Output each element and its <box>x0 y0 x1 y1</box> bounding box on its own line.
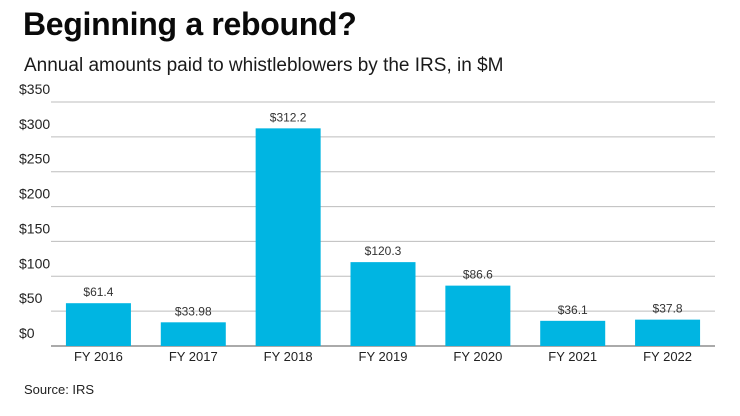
data-label: $36.1 <box>558 303 588 317</box>
data-label: $61.4 <box>83 285 113 299</box>
x-tick-label: FY 2019 <box>359 349 408 364</box>
x-tick-label: FY 2017 <box>169 349 218 364</box>
x-tick-label: FY 2018 <box>264 349 313 364</box>
bar <box>255 128 321 346</box>
x-tick-label: FY 2016 <box>74 349 123 364</box>
y-tick-label: $250 <box>19 151 50 167</box>
chart-title: Beginning a rebound? <box>23 6 357 42</box>
y-tick-label: $200 <box>19 186 50 202</box>
data-label: $312.2 <box>270 110 307 124</box>
y-tick-label: $100 <box>19 255 50 271</box>
y-tick-label: $150 <box>19 220 50 236</box>
data-label: $33.98 <box>175 304 212 318</box>
bar <box>540 320 606 346</box>
data-label: $120.3 <box>365 244 402 258</box>
x-tick-label: FY 2021 <box>548 349 597 364</box>
x-tick-label: FY 2022 <box>643 349 692 364</box>
source-note: Source: IRS <box>24 382 95 397</box>
y-tick-label: $50 <box>19 290 43 306</box>
bar <box>65 303 131 346</box>
bar <box>160 322 226 346</box>
chart-subtitle: Annual amounts paid to whistleblowers by… <box>24 55 504 76</box>
x-tick-label: FY 2020 <box>453 349 502 364</box>
bar <box>635 319 701 346</box>
data-label: $37.8 <box>653 302 683 316</box>
bar <box>350 262 416 346</box>
bar <box>445 285 511 346</box>
data-label: $86.6 <box>463 268 493 282</box>
y-tick-label: $350 <box>19 81 50 97</box>
y-tick-label: $300 <box>19 116 50 132</box>
y-tick-label: $0 <box>19 325 35 341</box>
